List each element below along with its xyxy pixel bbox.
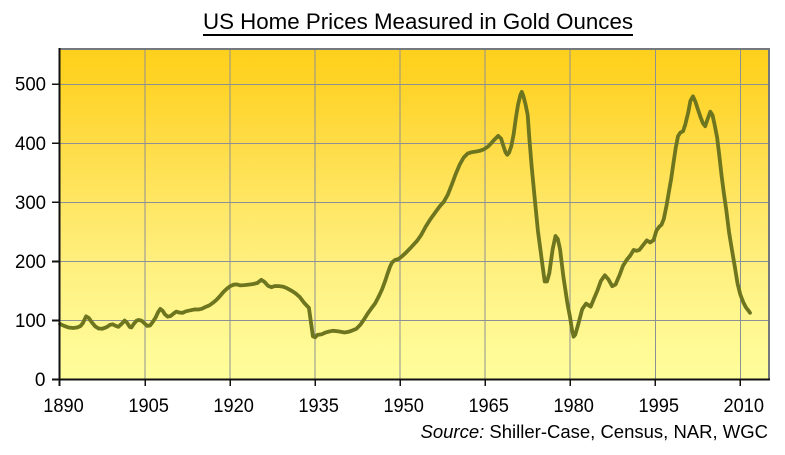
svg-text:0: 0 bbox=[35, 370, 46, 391]
svg-text:1995: 1995 bbox=[639, 396, 680, 417]
svg-text:1980: 1980 bbox=[553, 396, 594, 417]
svg-text:1905: 1905 bbox=[128, 396, 169, 417]
svg-text:1950: 1950 bbox=[383, 396, 424, 417]
svg-text:1935: 1935 bbox=[298, 396, 339, 417]
svg-text:300: 300 bbox=[15, 193, 46, 214]
svg-text:1965: 1965 bbox=[468, 396, 509, 417]
svg-text:200: 200 bbox=[15, 252, 46, 273]
svg-text:500: 500 bbox=[15, 75, 46, 96]
svg-text:400: 400 bbox=[15, 134, 46, 155]
svg-text:2010: 2010 bbox=[724, 396, 765, 417]
svg-text:1920: 1920 bbox=[213, 396, 254, 417]
svg-text:100: 100 bbox=[15, 311, 46, 332]
svg-text:1890: 1890 bbox=[43, 396, 84, 417]
